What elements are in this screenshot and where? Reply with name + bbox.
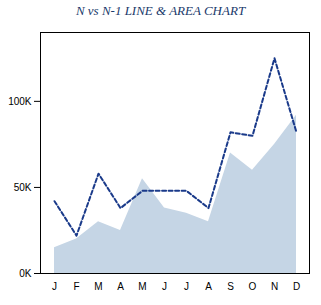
- svg-text:F: F: [73, 281, 79, 292]
- svg-text:D: D: [293, 281, 300, 292]
- svg-text:S: S: [227, 281, 234, 292]
- html-text:N vs N-1 LINE & AREA CHART: N vs N-1 LINE & AREA CHART: [75, 3, 246, 18]
- svg-text:O: O: [249, 281, 257, 292]
- svg-text:A: A: [117, 281, 124, 292]
- svg-text:J: J: [162, 281, 167, 292]
- svg-text:J: J: [52, 281, 57, 292]
- svg-text:A: A: [205, 281, 212, 292]
- svg-text:0K: 0K: [19, 268, 32, 279]
- svg-text:50K: 50K: [14, 182, 32, 193]
- svg-text:N: N: [271, 281, 278, 292]
- svg-text:100K: 100K: [8, 96, 32, 107]
- svg-text:M: M: [138, 281, 146, 292]
- svg-text:M: M: [94, 281, 102, 292]
- svg-text:J: J: [184, 281, 189, 292]
